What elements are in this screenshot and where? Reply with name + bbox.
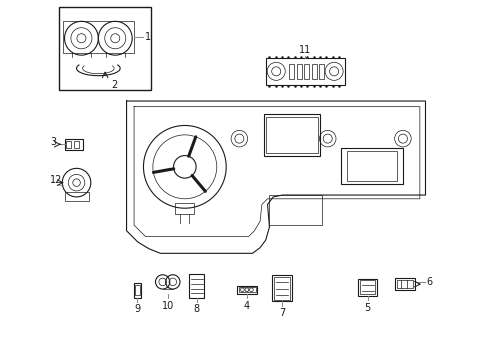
Text: 4: 4 bbox=[244, 301, 250, 311]
Bar bbox=[74, 140, 79, 148]
Bar bbox=[346, 151, 397, 181]
Bar bbox=[237, 286, 257, 294]
Bar bbox=[312, 64, 317, 79]
Bar bbox=[65, 192, 89, 201]
Bar bbox=[175, 203, 194, 214]
Bar bbox=[267, 117, 318, 153]
Text: 7: 7 bbox=[279, 308, 285, 318]
Text: 11: 11 bbox=[299, 45, 311, 55]
Bar bbox=[289, 64, 294, 79]
Bar bbox=[274, 277, 290, 300]
Bar bbox=[341, 148, 403, 184]
Text: 3: 3 bbox=[50, 137, 56, 147]
Bar bbox=[296, 64, 302, 79]
Bar bbox=[63, 21, 134, 53]
Bar bbox=[358, 279, 377, 296]
Bar bbox=[395, 278, 415, 290]
Text: 5: 5 bbox=[365, 303, 371, 312]
Bar bbox=[135, 285, 140, 296]
Text: 12: 12 bbox=[50, 175, 63, 185]
Bar bbox=[270, 195, 322, 225]
Text: 10: 10 bbox=[162, 301, 174, 311]
Bar bbox=[66, 140, 71, 148]
Bar bbox=[272, 275, 292, 301]
Text: 1: 1 bbox=[145, 32, 151, 42]
Text: 8: 8 bbox=[194, 305, 200, 315]
Text: 9: 9 bbox=[134, 305, 141, 315]
Bar bbox=[189, 274, 204, 298]
Bar bbox=[360, 280, 375, 294]
Bar bbox=[266, 58, 344, 85]
Bar bbox=[59, 7, 151, 90]
Bar bbox=[397, 280, 413, 288]
Bar bbox=[65, 139, 83, 150]
Text: 6: 6 bbox=[426, 277, 432, 287]
Bar bbox=[134, 283, 141, 298]
Text: 2: 2 bbox=[112, 80, 118, 90]
Bar bbox=[264, 114, 320, 156]
Bar bbox=[319, 64, 324, 79]
Bar bbox=[304, 64, 309, 79]
Bar bbox=[239, 287, 255, 292]
